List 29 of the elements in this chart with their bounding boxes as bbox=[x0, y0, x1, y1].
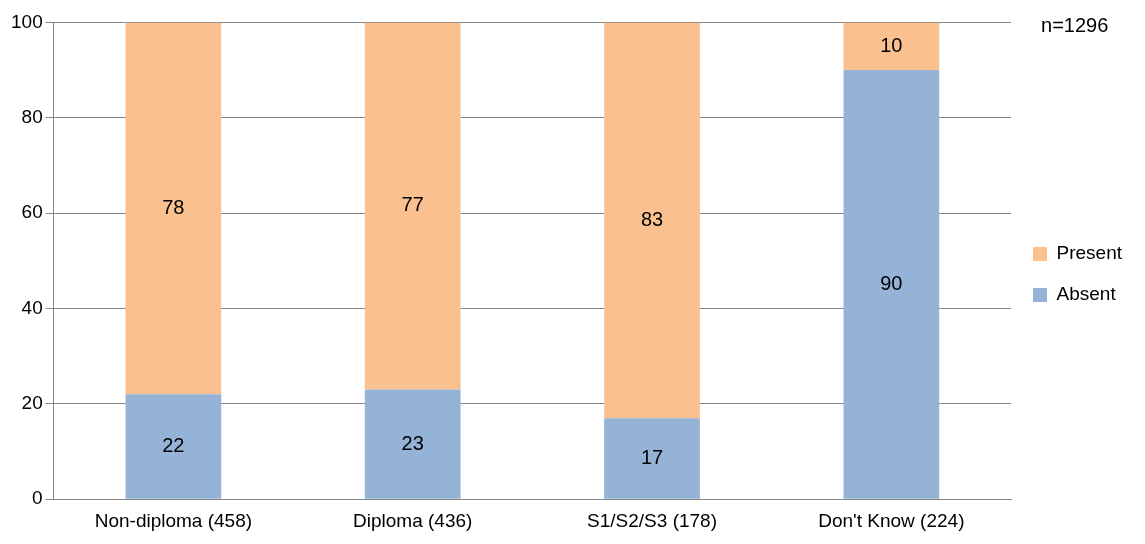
bar bbox=[604, 22, 700, 419]
bar bbox=[604, 418, 700, 499]
legend-label: Present bbox=[1056, 242, 1123, 264]
y-tick-label: 60 bbox=[21, 201, 43, 223]
y-tick-label: 100 bbox=[11, 10, 43, 32]
data-label: 77 bbox=[401, 193, 424, 216]
legend-label: Absent bbox=[1056, 283, 1117, 305]
y-tick-label: 40 bbox=[21, 296, 43, 318]
y-tick-label: 80 bbox=[21, 105, 43, 127]
bar bbox=[843, 70, 940, 499]
data-label: 23 bbox=[401, 431, 424, 454]
bar bbox=[364, 22, 461, 390]
bar bbox=[125, 394, 222, 499]
x-tick-label: Don't Know (224) bbox=[818, 509, 965, 531]
y-tick-label: 20 bbox=[21, 392, 43, 414]
y-tick-label: 0 bbox=[32, 487, 43, 509]
text: n=1296 bbox=[1041, 13, 1109, 36]
bar bbox=[364, 389, 461, 499]
data-label: 78 bbox=[162, 195, 185, 218]
data-label: 17 bbox=[640, 445, 664, 468]
data-label: 90 bbox=[880, 271, 903, 294]
data-label: 83 bbox=[640, 207, 664, 230]
x-tick-label: Diploma (436) bbox=[353, 509, 473, 531]
x-tick-label: S1/S2/S3 (178) bbox=[587, 509, 717, 531]
bar bbox=[843, 22, 940, 71]
data-label: 22 bbox=[162, 434, 185, 457]
bar bbox=[125, 22, 222, 395]
x-tick-label: Non-diploma (458) bbox=[94, 509, 253, 531]
data-label: 10 bbox=[880, 33, 903, 56]
